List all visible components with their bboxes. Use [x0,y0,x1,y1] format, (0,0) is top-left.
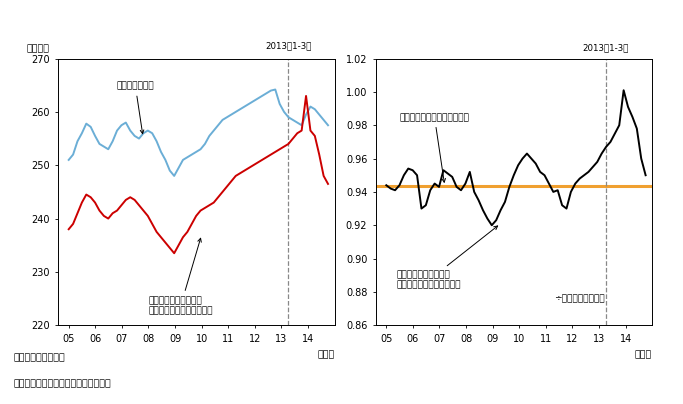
Text: ÷　実質雇用者報酬: ÷ 実質雇用者報酬 [554,294,604,303]
Text: 実質家計最終消費支出
（除く持ち家の帰属家賃）: 実質家計最終消費支出 （除く持ち家の帰属家賃） [148,238,213,315]
Text: ２００３～２０１２年の平均: ２００３～２０１２年の平均 [400,113,469,182]
Text: （出所）内閣府統計より大和総研作成: （出所）内閣府統計より大和総研作成 [14,379,111,388]
Text: 2013年1-3月: 2013年1-3月 [265,42,311,50]
Text: （年）: （年） [635,351,652,360]
Text: （兆円）: （兆円） [26,44,49,53]
Text: 2013年1-3月: 2013年1-3月 [583,44,629,53]
Text: 実質家計最終消費支出
（除く持ち家の帰属家賃）: 実質家計最終消費支出 （除く持ち家の帰属家賃） [397,226,498,290]
Text: 実質雇用者報酬: 実質雇用者報酬 [117,82,154,134]
Text: （年）: （年） [318,351,335,360]
Text: 図表1   マクロから見た家計の消費額と所得額: 図表1 マクロから見た家計の消費額と所得額 [8,14,140,23]
Text: （注）季節調整値。: （注）季節調整値。 [14,354,66,362]
Text: 図表2   家計の所得額に占める消費額の割合: 図表2 家計の所得額に占める消費額の割合 [352,14,477,23]
